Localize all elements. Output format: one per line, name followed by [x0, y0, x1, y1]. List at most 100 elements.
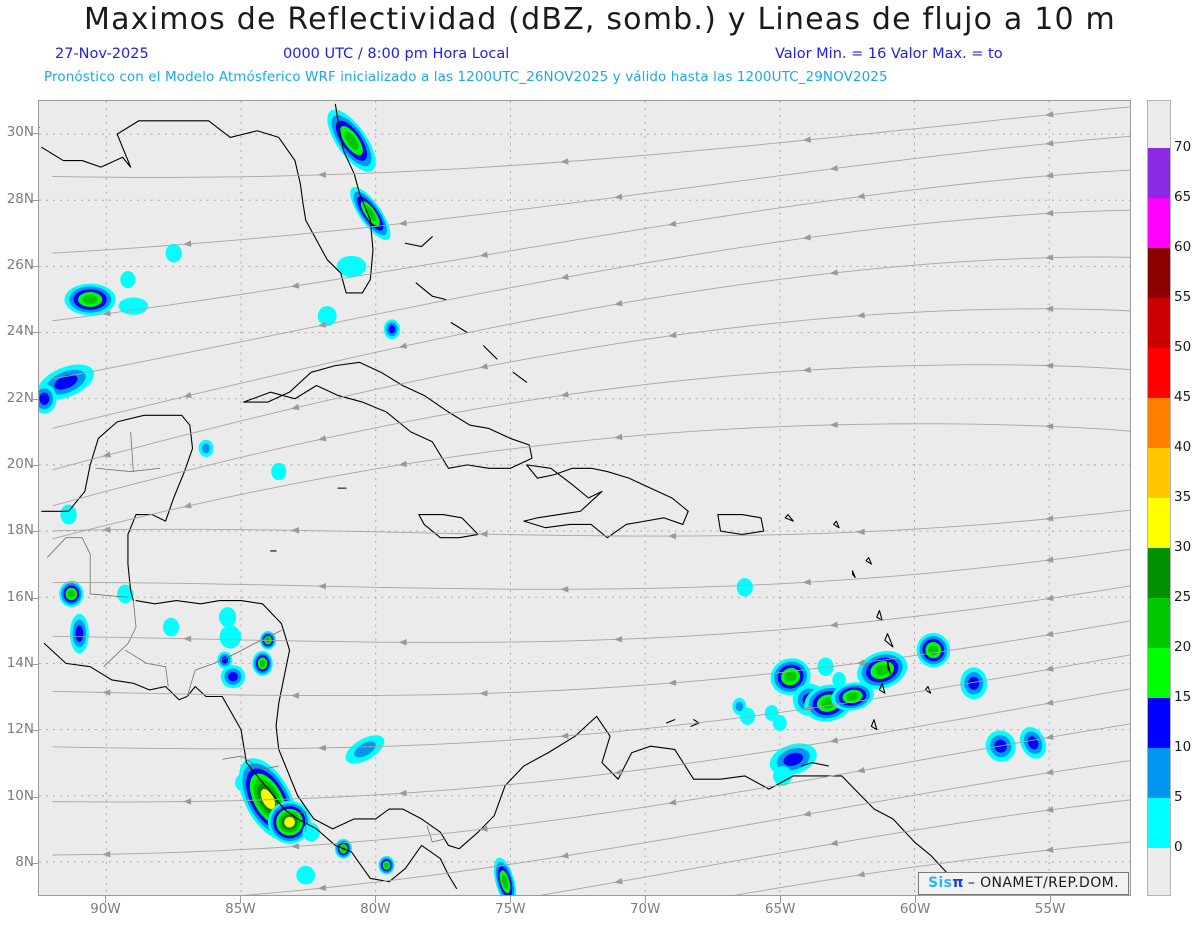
colorbar-band: [1148, 598, 1170, 648]
streamline-arrow-icon: [479, 363, 489, 370]
streamline-arrow-icon: [290, 692, 299, 699]
streamline-arrow-icon: [1045, 140, 1054, 147]
lat-tick-label: 16N: [6, 588, 34, 605]
map-plot-area[interactable]: [38, 100, 1131, 896]
streamline-arrow-icon: [398, 460, 408, 467]
coastline-path: [523, 464, 689, 539]
lat-tick-mark: [30, 398, 38, 400]
coastline-path: [884, 633, 894, 648]
lat-tick-mark: [30, 531, 38, 533]
reflectivity-contour: [219, 625, 242, 649]
reflectivity-contour: [259, 659, 266, 668]
lat-tick-label: 8N: [15, 853, 34, 870]
streamline-arrow-icon: [560, 158, 569, 165]
colorbar-tick-label: 70: [1174, 139, 1192, 155]
streamline-arrow-icon: [1045, 172, 1054, 179]
streamline-arrow-icon: [1045, 665, 1054, 672]
reflectivity-contour: [284, 816, 295, 828]
streamline-arrow-icon: [290, 527, 299, 534]
reflectivity-contour: [317, 306, 337, 326]
streamline-path: [52, 169, 1130, 322]
streamline-arrow-icon: [668, 532, 677, 540]
streamline-arrow-icon: [1045, 111, 1054, 118]
reflectivity-contour: [344, 131, 359, 150]
streamline-path: [52, 548, 1130, 590]
logo-sis-text: Sis: [928, 875, 953, 891]
reflectivity-contour: [832, 672, 846, 688]
reflectivity-contour: [772, 715, 787, 731]
colorbar-band: [1148, 498, 1170, 548]
reflectivity-contour: [784, 671, 797, 683]
colorbar[interactable]: [1147, 100, 1171, 896]
streamline-arrow-icon: [614, 193, 623, 200]
colorbar-tick-label: 20: [1174, 639, 1192, 655]
map-svg: [39, 101, 1130, 895]
streamline-arrow-icon: [560, 391, 569, 398]
colorbar-tick-label: 50: [1174, 339, 1192, 355]
lon-tick-mark: [240, 896, 242, 903]
lat-tick-label: 20N: [6, 455, 34, 472]
reflectivity-contour: [336, 255, 367, 278]
streamline-arrow-icon: [668, 220, 677, 227]
streamline-arrow-icon: [1045, 556, 1054, 563]
coastline-path: [415, 282, 447, 301]
lon-tick-label: 90W: [90, 901, 121, 917]
value-range-text: Valor Min. = 16 Valor Max. = to: [775, 46, 1003, 62]
lon-tick-label: 80W: [360, 901, 391, 917]
colorbar-band: [1148, 248, 1170, 298]
reflectivity-contour: [783, 752, 803, 766]
streamline-arrow-icon: [829, 839, 839, 847]
reflectivity-contour: [117, 584, 134, 604]
coastline-path: [800, 762, 829, 767]
lat-tick-label: 24N: [6, 323, 34, 340]
streamline-arrow-icon: [317, 171, 326, 178]
streamline-arrow-icon: [479, 825, 488, 832]
streamline-arrow-icon: [183, 798, 192, 805]
streamline-arrow-icon: [102, 851, 111, 858]
streamline-arrow-icon: [1045, 594, 1054, 602]
streamline-arrow-icon: [614, 636, 623, 643]
reflectivity-contour: [60, 504, 77, 525]
lat-tick-mark: [30, 464, 38, 466]
border-path: [186, 630, 282, 697]
lat-tick-label: 28N: [6, 190, 34, 207]
colorbar-tick-label: 65: [1174, 189, 1192, 205]
logo-tt-text: π: [952, 875, 963, 891]
streamline-arrow-icon: [398, 639, 407, 646]
coastline-path: [870, 719, 878, 731]
coastline-path: [41, 103, 374, 294]
streamline-arrow-icon: [829, 621, 838, 628]
lat-tick-label: 12N: [6, 721, 34, 738]
streamline-path: [52, 209, 1130, 380]
agency-logo: Sisπ – ONAMET/REP.DOM.: [918, 872, 1129, 895]
lat-tick-mark: [30, 332, 38, 334]
colorbar-tick-label: 60: [1174, 239, 1192, 255]
lat-tick-mark: [30, 133, 38, 135]
reflectivity-contour: [75, 625, 84, 642]
streamline-arrow-icon: [560, 732, 569, 739]
colorbar-band: [1148, 548, 1170, 598]
reflectivity-contour: [388, 325, 396, 334]
coastline-path: [717, 514, 765, 535]
coastline-path: [512, 371, 528, 383]
reflectivity-contour: [874, 664, 890, 676]
streamline-arrow-icon: [856, 312, 865, 319]
streamline-arrow-icon: [668, 679, 677, 686]
streamline-arrow-icon: [1045, 254, 1054, 261]
streamline-arrow-icon: [560, 852, 569, 859]
border-path: [46, 537, 128, 598]
model-note: Pronóstico con el Modelo Atmósferico WRF…: [44, 69, 888, 85]
streamline-path: [52, 585, 1130, 643]
coastline-path: [43, 642, 458, 889]
colorbar-band: [1148, 448, 1170, 498]
reflectivity-contour: [120, 271, 136, 289]
streamline-arrow-icon: [1045, 515, 1054, 522]
colorbar-tick-labels: 0 5 10 15 20 25 30 35 40 45 50 55 60 65 70: [1174, 100, 1200, 900]
streamline-arrow-icon: [829, 269, 838, 276]
coastline-path: [865, 557, 872, 565]
streamline-arrow-icon: [614, 877, 623, 885]
lon-tick-label: 60W: [899, 901, 931, 917]
colorbar-tick-label: 35: [1174, 489, 1192, 505]
reflectivity-contour: [773, 765, 792, 786]
border-path: [103, 600, 137, 667]
